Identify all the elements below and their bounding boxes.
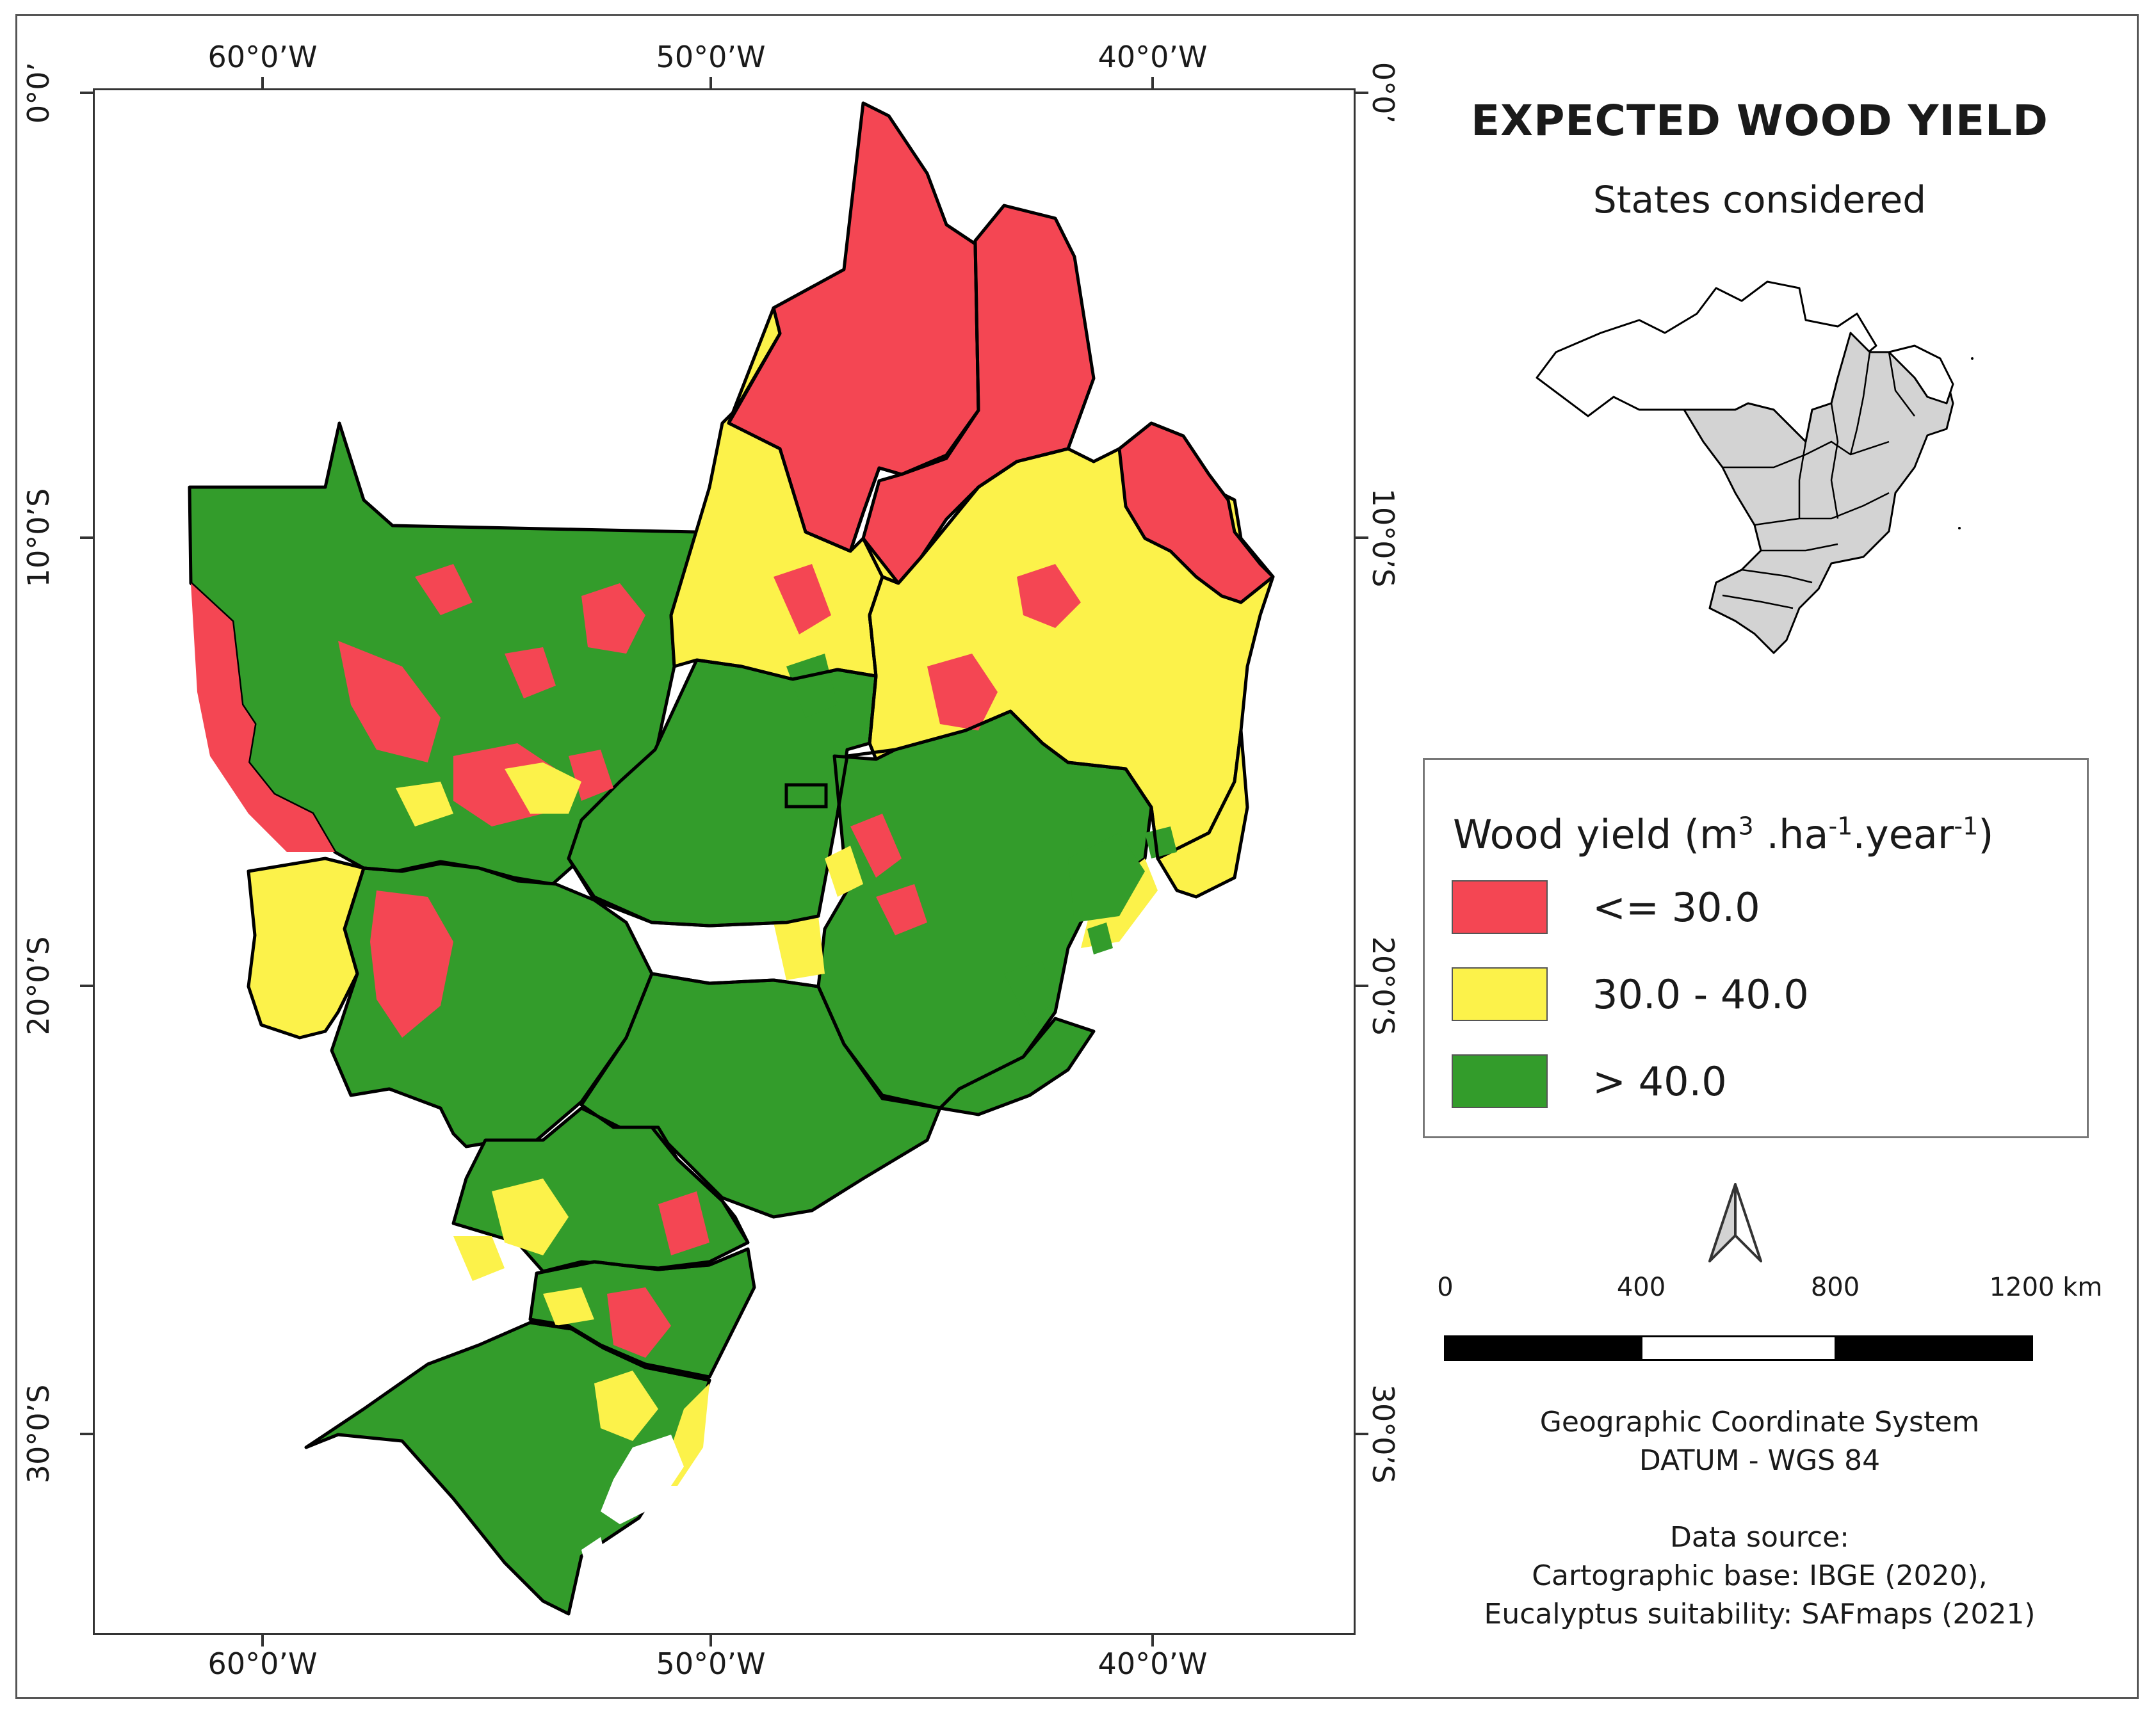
tick-mark xyxy=(261,77,264,90)
region-espirito-santo xyxy=(1156,729,1249,899)
coordinate-system-line2: DATUM - WGS 84 xyxy=(1639,1444,1881,1477)
scale-segment-1 xyxy=(1444,1335,1642,1361)
data-source-line2: Eucalyptus suitability: SAFmaps (2021) xyxy=(1484,1598,2036,1630)
inset-states-considered xyxy=(1683,332,1954,654)
legend-title: Wood yield (m3 .ha-1.year-1) xyxy=(1453,811,1994,858)
inset-northeast xyxy=(1888,344,1954,405)
lat-tick-right-20s: 20°0’S xyxy=(1366,936,1400,1036)
inset-subtitle: States considered xyxy=(1593,178,1927,221)
lon-tick-bottom-40w: 40°0’W xyxy=(1098,1647,1208,1681)
inset-state-borders xyxy=(1722,351,1915,609)
north-arrow-icon xyxy=(1708,1183,1762,1262)
legend-swatch-high xyxy=(1452,1054,1548,1108)
lat-tick-left-10s: 10°0’S xyxy=(21,488,56,588)
lon-tick-top-50w: 50°0’W xyxy=(656,40,766,74)
lat-tick-left-30s: 30°0’S xyxy=(21,1384,56,1484)
lat-tick-right-30s: 30°0’S xyxy=(1366,1384,1400,1484)
lat-tick-right-0: 0°0’ xyxy=(1366,61,1400,124)
tick-mark xyxy=(1356,536,1368,539)
yield-map-svg xyxy=(188,101,1275,1616)
legend: Wood yield (m3 .ha-1.year-1) <= 30.0 30.… xyxy=(1423,758,2089,1138)
federal-district-outline xyxy=(784,783,828,809)
lagoon-south xyxy=(581,1537,607,1575)
tick-mark xyxy=(80,92,93,94)
tick-mark xyxy=(80,1433,93,1435)
tick-mark xyxy=(80,985,93,987)
data-source-line1: Cartographic base: IBGE (2020), xyxy=(1532,1559,1988,1592)
figure-frame xyxy=(15,14,2139,1699)
scale-segment-2 xyxy=(1641,1335,1836,1361)
red-patches-west xyxy=(191,564,709,1358)
data-source-heading: Data source: xyxy=(1670,1521,1849,1554)
lagoon xyxy=(601,1435,684,1524)
region-northeast-coast xyxy=(1117,421,1275,604)
legend-label-medium: 30.0 - 40.0 xyxy=(1593,971,1809,1018)
tick-mark xyxy=(1356,985,1368,987)
state-borders xyxy=(325,243,1160,1382)
legend-swatch-low xyxy=(1452,880,1548,934)
brazil-inset-map xyxy=(1536,280,1974,654)
tick-mark xyxy=(1151,77,1154,90)
lon-tick-top-60w: 60°0’W xyxy=(207,40,318,74)
lat-tick-left-0: 0°0’ xyxy=(21,61,56,124)
main-map[interactable] xyxy=(93,88,1356,1635)
legend-swatch-medium xyxy=(1452,967,1548,1021)
legend-label-high: > 40.0 xyxy=(1593,1058,1727,1105)
red-patches-east xyxy=(774,564,1081,935)
scale-label-400: 400 xyxy=(1616,1273,1666,1302)
coordinate-system-line1: Geographic Coordinate System xyxy=(1539,1406,1980,1438)
tick-mark xyxy=(261,1634,264,1647)
scale-label-0: 0 xyxy=(1437,1273,1454,1302)
lon-tick-bottom-50w: 50°0’W xyxy=(656,1647,766,1681)
tick-mark xyxy=(1356,92,1368,94)
tick-mark xyxy=(1356,1433,1368,1435)
tick-mark xyxy=(709,1634,712,1647)
scale-label-800: 800 xyxy=(1810,1273,1860,1302)
tick-mark xyxy=(1151,1634,1154,1647)
tick-mark xyxy=(80,536,93,539)
map-title: EXPECTED WOOD YIELD xyxy=(1471,96,2048,145)
lat-tick-right-10s: 10°0’S xyxy=(1366,488,1400,588)
lat-tick-left-20s: 20°0’S xyxy=(21,936,56,1036)
lon-tick-bottom-60w: 60°0’W xyxy=(207,1647,318,1681)
green-patches-east xyxy=(786,654,1177,1025)
tick-mark xyxy=(709,77,712,90)
scale-segment-3 xyxy=(1835,1335,2033,1361)
lon-tick-top-40w: 40°0’W xyxy=(1098,40,1208,74)
scale-label-1200: 1200 km xyxy=(1989,1273,2103,1302)
legend-label-low: <= 30.0 xyxy=(1593,884,1760,931)
region-rio-de-janeiro xyxy=(938,1017,1096,1116)
